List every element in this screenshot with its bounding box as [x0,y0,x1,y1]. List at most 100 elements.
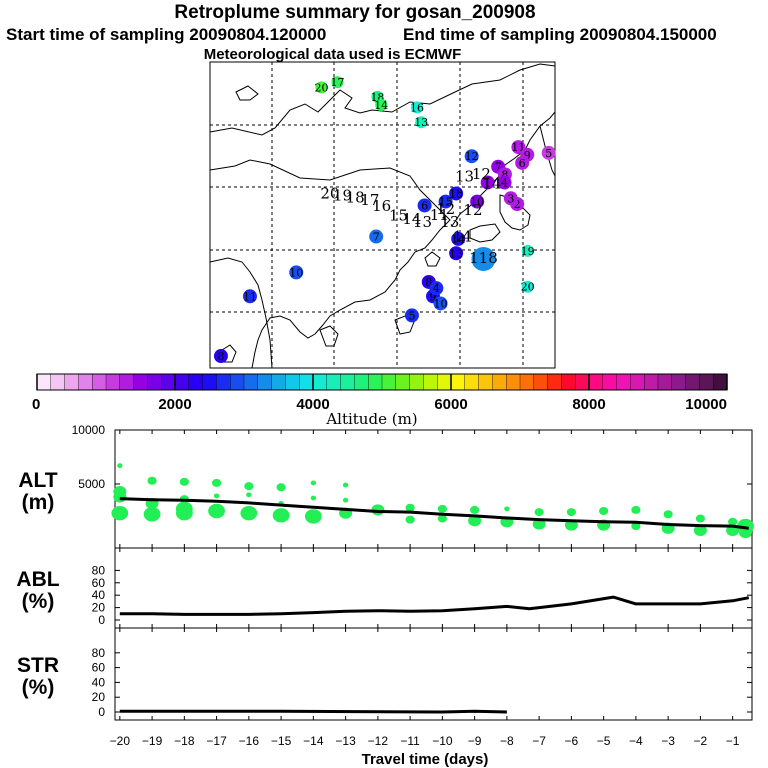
colorbar-cell [423,373,438,391]
map-marker-label: 14 [451,233,465,246]
map-marker [521,244,534,257]
scatter-point [504,506,510,512]
scatter-point [693,524,707,537]
colorbar-tick-label: 6000 [434,396,467,413]
colorbar-cell [630,373,645,391]
colorbar-cell [36,373,52,391]
map-marker [242,289,257,304]
x-axis: −20 −19 −18 −17 −16 −15 −14 −13 −12 −11 −10 −9 −8 −7 −… [110,734,740,748]
colorbar-cell [257,373,273,391]
map-marker-label: 13 [414,116,428,129]
colorbar-cell [64,373,79,391]
map-track-label: 12 [436,200,455,218]
x-tick-label: −17 [206,734,227,748]
map-grid [210,62,555,368]
x-tick-label: −14 [303,734,324,748]
colorbar-cell [91,373,107,391]
scatter-point [566,508,576,517]
start-time-label: Start time of sampling 20090804.120000 [6,25,327,44]
map-marker [315,81,328,94]
x-axis-label: Travel time (days) [362,751,489,768]
colorbar-cell [105,373,121,391]
map-marker [411,101,423,114]
y-tick-label: 40 [92,675,106,689]
colorbar-cell [395,373,411,391]
panel-frame [114,627,753,721]
map-track-label: 14 [453,227,472,245]
scatter-point [240,505,258,521]
scatter-point [304,509,322,524]
colorbar-cell [657,373,673,391]
scatter-point [728,517,738,526]
map-marker-label: 5 [408,309,415,322]
y-tick-label: 0 [98,613,105,627]
colorbar-cell [464,373,480,391]
x-tick-label: −11 [400,734,420,748]
colorbar-cell [326,373,342,391]
scatter-point [175,505,193,521]
panel-title: ALT [18,469,57,492]
scatter-point [342,482,349,488]
scatter-point [468,515,482,527]
map-marker-label: 15 [439,196,453,209]
colorbar-cell [299,373,314,391]
chart-title: Retroplume summary for gosan_200908 [174,2,536,23]
map-marker [289,265,304,280]
colorbar-cell [243,373,259,391]
map-track-label: 13 [440,213,459,231]
map-marker [470,194,485,209]
map-track-label: 16 [372,197,391,215]
map-marker-label: 4 [501,176,508,189]
colorbar-cells [36,373,728,391]
colorbar-tick-label: 0 [32,396,40,413]
scatter-point [143,507,161,522]
colorbar-cell [713,373,728,391]
colorbar-cell [616,373,631,391]
colorbar-cell [699,373,714,391]
scatter-point [147,476,157,485]
colorbar-cell [588,373,604,391]
scatter-point [310,480,317,486]
x-tick-label: −6 [565,734,579,748]
colorbar-cell [312,373,328,391]
map-marker-label: 16 [410,101,424,114]
series-line [119,595,750,616]
colorbar-cell [409,373,424,391]
map-marker-label: 8 [217,350,224,363]
x-tick-label: −15 [271,734,292,748]
map-marker [449,186,464,201]
map-marker-label: 14 [374,99,388,112]
map-track-label: 17 [360,191,379,209]
map-marker [331,76,344,89]
scatter-point [663,510,673,519]
map-marker [369,229,384,244]
colorbar-tick-label: 8000 [572,396,605,413]
map-track-label: 12 [472,165,491,183]
colorbar-cell [602,373,618,391]
map-marker-label: 8 [501,168,508,181]
panel-frame [114,429,753,549]
series-line [119,497,750,530]
y-tick-label: 0 [98,705,105,719]
map-marker [503,191,518,206]
map-marker-label: 4 [433,282,440,295]
map-track-label: 12 [463,201,482,219]
map-marker-label: 2 [514,198,521,211]
map-marker-label: 1 [484,176,491,189]
end-time-label: End time of sampling 20090804.150000 [403,25,717,44]
map-marker-label: 6 [421,199,428,212]
x-tick-label: −20 [110,734,131,748]
scatter-point [405,515,415,524]
colorbar-cell [547,373,562,391]
map-marker [464,149,479,164]
panel-title-units: (%) [22,590,55,613]
colorbar-cell [506,373,521,391]
scatter-point [599,507,609,515]
panel-title-units: (%) [22,676,55,699]
colorbar-cell [381,373,397,391]
scatter-point [470,505,480,514]
map-marker-label: 20 [314,81,328,94]
map-marker-label: 10 [289,266,303,279]
